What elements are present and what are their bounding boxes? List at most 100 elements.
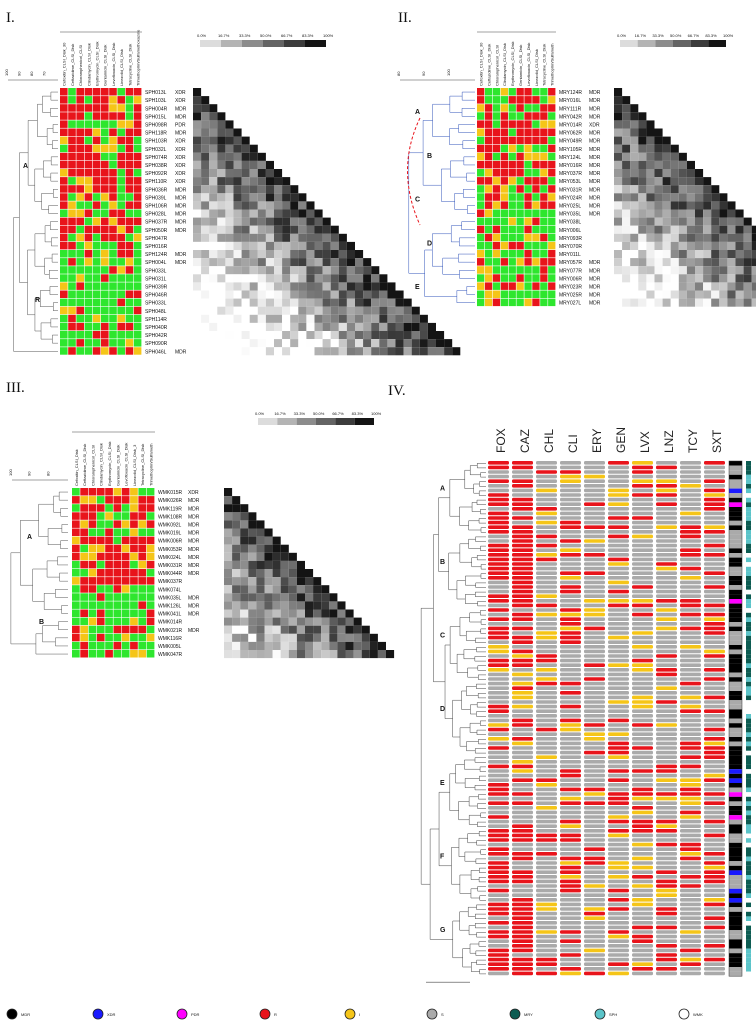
- amr-cell: [704, 861, 725, 865]
- amr-cell: [536, 898, 557, 902]
- amr-cell: [488, 640, 509, 644]
- similarity-cell: [355, 322, 364, 331]
- source-cell: [746, 645, 751, 650]
- isolate-label: SPH098R: [145, 122, 168, 128]
- amr-cell: [560, 672, 581, 677]
- dendrogram-IV: [420, 463, 486, 975]
- amr-cell: [560, 617, 581, 621]
- amr-cell: [680, 764, 701, 769]
- similarity-cell: [274, 274, 283, 283]
- amr-cell: [117, 112, 125, 120]
- profile-cell: [729, 700, 742, 705]
- amr-cell: [584, 594, 605, 598]
- similarity-cell: [662, 298, 671, 307]
- amr-cell: [704, 649, 725, 654]
- amr-cell: [584, 530, 605, 534]
- scale-tick-label: 33.3%: [652, 33, 664, 38]
- similarity-cell: [241, 152, 250, 161]
- source-cell: [746, 631, 751, 636]
- similarity-cell: [298, 201, 307, 210]
- amr-cell: [560, 718, 581, 723]
- amr-cell: [536, 585, 557, 589]
- amr-cell: [500, 177, 508, 185]
- amr-cell: [632, 479, 653, 483]
- similarity-cell: [314, 233, 323, 242]
- similarity-cell: [193, 104, 202, 113]
- source-cell: [746, 732, 751, 737]
- amr-cell: [138, 528, 147, 536]
- similarity-cell: [695, 241, 704, 250]
- profile-cell: [729, 658, 742, 664]
- similarity-cell: [280, 650, 289, 659]
- amr-cell: [88, 528, 97, 536]
- amr-cell: [512, 746, 533, 750]
- amr-cell: [632, 691, 653, 695]
- isolate-label: SPH032L: [145, 147, 167, 153]
- amr-cell: [584, 695, 605, 700]
- amr-cell: [536, 723, 557, 727]
- amr-cell: [656, 594, 677, 598]
- amr-cell: [632, 511, 653, 516]
- amr-cell: [560, 580, 581, 585]
- amr-cell: [117, 314, 125, 323]
- amr-cell: [704, 704, 725, 709]
- amr-cell: [125, 193, 134, 201]
- amr-cell: [548, 128, 556, 136]
- amr-cell: [84, 96, 93, 104]
- similarity-cell: [265, 274, 274, 283]
- amr-cell: [536, 709, 557, 713]
- similarity-cell: [314, 306, 323, 315]
- amr-cell: [76, 258, 84, 266]
- amr-cell: [632, 971, 653, 976]
- similarity-cell: [436, 331, 445, 340]
- amr-cell: [656, 815, 677, 819]
- isolate-label: WMK047R: [158, 652, 183, 658]
- similarity-cell: [662, 209, 671, 218]
- similarity-cell: [363, 298, 372, 307]
- amr-cell: [121, 601, 130, 609]
- amr-cell: [536, 829, 557, 833]
- similarity-cell: [329, 650, 338, 659]
- similarity-cell: [719, 217, 728, 226]
- amr-cell: [516, 282, 524, 290]
- amr-cell: [76, 241, 84, 250]
- similarity-cell: [209, 217, 218, 226]
- profile-cell: [729, 668, 742, 673]
- amr-cell: [516, 104, 524, 112]
- similarity-cell: [719, 233, 728, 242]
- resistance-profile-label: MDR: [589, 260, 601, 266]
- similarity-cell: [321, 625, 330, 634]
- resistance-profile-label: MDR: [589, 187, 601, 193]
- amr-cell: [488, 746, 509, 750]
- amr-cell: [76, 290, 84, 298]
- similarity-cell: [233, 136, 242, 145]
- amr-cell: [492, 193, 501, 201]
- amr-cell: [133, 282, 142, 290]
- similarity-cell: [751, 274, 756, 283]
- amr-cell: [584, 732, 605, 736]
- amr-cell: [680, 691, 701, 695]
- isolate-label: SPH042R: [145, 333, 168, 339]
- amr-cell: [680, 755, 701, 759]
- similarity-cell: [427, 322, 436, 331]
- amr-cell: [488, 727, 509, 732]
- similarity-cell: [614, 233, 623, 242]
- amr-cell: [608, 829, 629, 833]
- amr-cell: [138, 552, 147, 561]
- resistance-profile-label: MDR: [188, 522, 200, 528]
- amr-cell: [540, 169, 548, 177]
- similarity-cell: [662, 274, 671, 283]
- scale-swatch: [221, 40, 242, 47]
- amr-cell: [484, 160, 493, 169]
- similarity-cell: [363, 322, 372, 331]
- similarity-cell: [257, 282, 266, 291]
- similarity-cell: [296, 617, 305, 626]
- similarity-cell: [290, 298, 299, 307]
- similarity-cell: [265, 209, 274, 218]
- resistance-profile-label: MDR: [175, 228, 187, 234]
- amr-cell: [492, 136, 501, 145]
- amr-cell: [536, 815, 557, 819]
- profile-cell: [729, 663, 742, 668]
- similarity-cell: [314, 266, 323, 275]
- profile-cell: [729, 833, 742, 839]
